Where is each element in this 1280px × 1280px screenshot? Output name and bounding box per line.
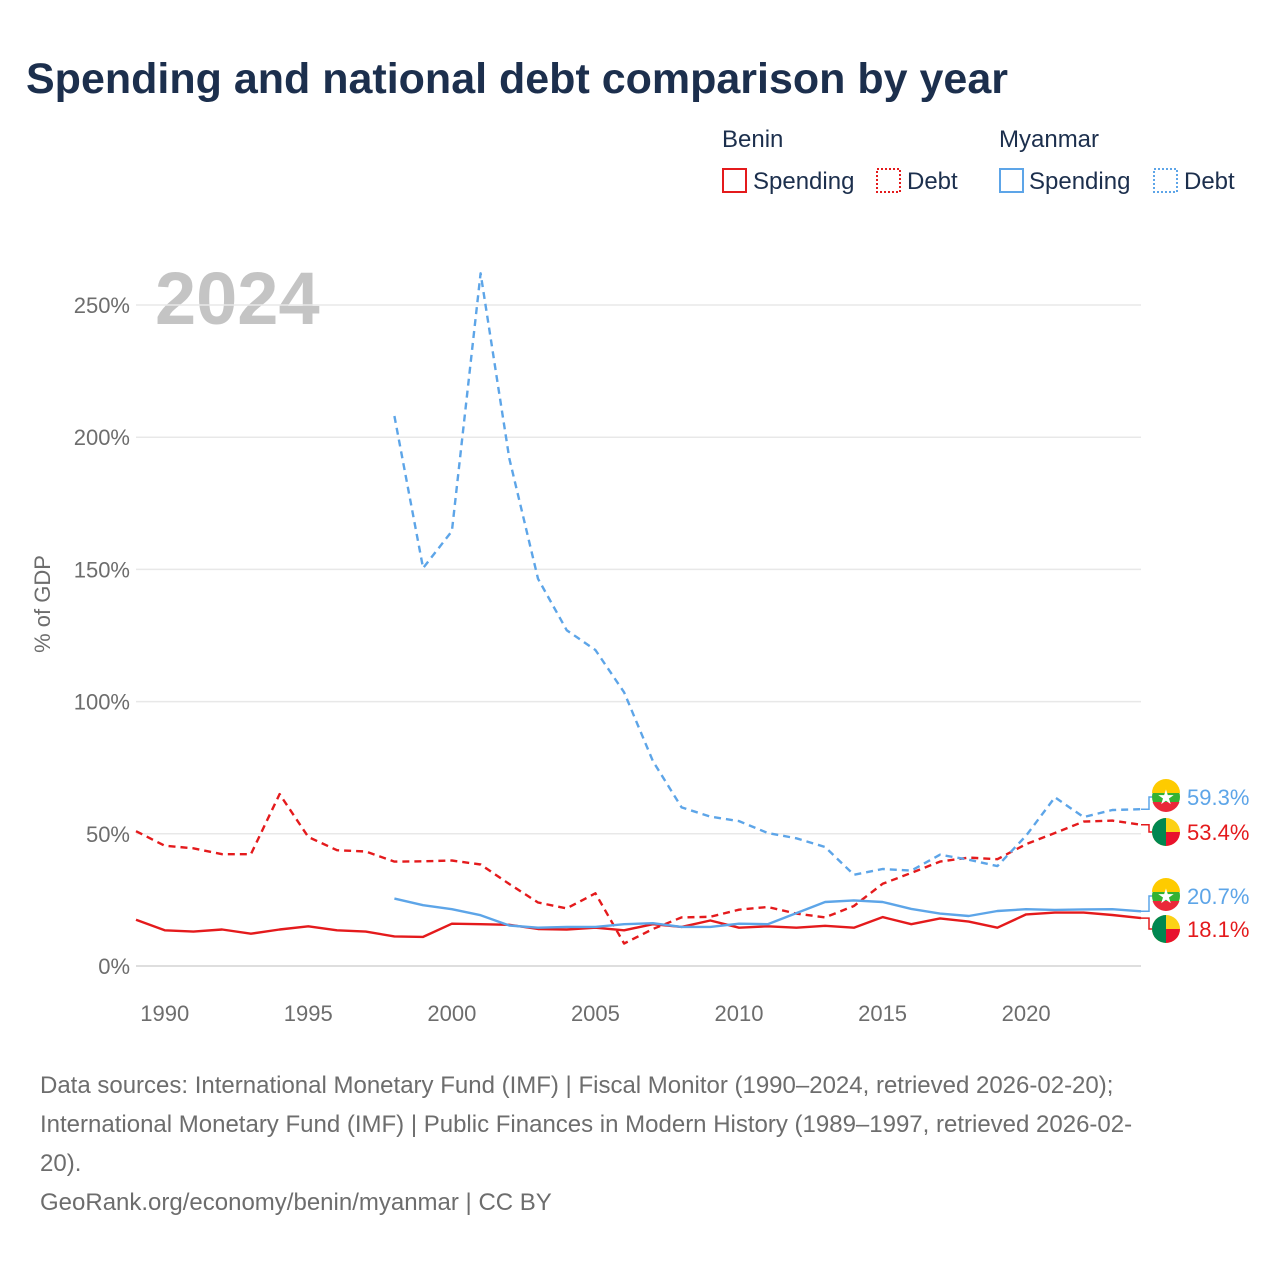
year-watermark: 2024 (155, 257, 320, 340)
grid (136, 304, 1141, 967)
legend-label-myanmar-debt[interactable]: Debt (1184, 168, 1235, 195)
myanmar-flag-icon: ★ (1152, 779, 1180, 812)
source-line-2: International Monetary Fund (IMF) | Publ… (40, 1111, 1132, 1138)
x-tick-label: 1995 (284, 1001, 333, 1026)
end-labels: 18.1% 53.4% ★ 20.7% ★ 59.3% (1141, 779, 1249, 943)
legend-country-myanmar: Myanmar (999, 126, 1099, 153)
x-tick-label: 2010 (715, 1001, 764, 1026)
y-axis-label: % of GDP (30, 555, 55, 653)
legend-country-benin: Benin (722, 126, 783, 153)
y-tick-label: 200% (74, 425, 130, 450)
chart-title: Spending and national debt comparison by… (26, 55, 1008, 103)
legend-swatch-myanmar-debt (1153, 168, 1178, 193)
legend-swatch-benin-spending (722, 168, 747, 193)
legend-swatch-benin-debt (876, 168, 901, 193)
series (135, 272, 1142, 945)
end-label-connector (1141, 895, 1152, 913)
benin-flag-icon (1152, 818, 1180, 846)
end-value-label: 20.7% (1187, 884, 1249, 909)
source-credit[interactable]: GeoRank.org/economy/benin/myanmar | CC B… (40, 1189, 552, 1216)
y-tick-label: 100% (74, 690, 130, 715)
legend-label-benin-spending[interactable]: Spending (753, 168, 854, 195)
source-line-3: 20). (40, 1150, 81, 1177)
end-label-connector (1141, 824, 1152, 833)
legend-label-benin-debt[interactable]: Debt (907, 168, 958, 195)
y-tick-label: 150% (74, 557, 130, 582)
y-tick-label: 0% (98, 954, 130, 979)
series-line-benin-debt[interactable] (135, 792, 1142, 945)
end-label-connector (1141, 796, 1152, 810)
y-tick-label: 250% (74, 293, 130, 318)
series-line-myanmar-debt[interactable] (393, 272, 1142, 876)
legend-label-myanmar-spending[interactable]: Spending (1029, 168, 1130, 195)
x-ticks: 1990 1995 2000 2005 2010 2015 2020 (140, 1001, 1050, 1026)
x-tick-label: 1990 (140, 1001, 189, 1026)
legend: Benin Spending Debt Myanmar Spending Deb… (722, 126, 1235, 195)
x-tick-label: 2005 (571, 1001, 620, 1026)
series-line-benin-spending[interactable] (135, 911, 1142, 939)
end-value-label: 53.4% (1187, 820, 1249, 845)
source-line-1: Data sources: International Monetary Fun… (40, 1072, 1113, 1099)
myanmar-flag-icon: ★ (1152, 878, 1180, 911)
legend-swatch-myanmar-spending (999, 168, 1024, 193)
x-tick-label: 2020 (1002, 1001, 1051, 1026)
end-value-label: 59.3% (1187, 785, 1249, 810)
x-tick-label: 2000 (427, 1001, 476, 1026)
end-value-label: 18.1% (1187, 917, 1249, 942)
svg-text:★: ★ (1157, 886, 1175, 908)
end-label-connector (1141, 917, 1152, 930)
y-ticks: 0% 50% 100% 150% 200% 250% (74, 293, 130, 979)
sources: Data sources: International Monetary Fun… (40, 1072, 1132, 1216)
x-tick-label: 2015 (858, 1001, 907, 1026)
benin-flag-icon (1152, 915, 1180, 943)
svg-text:★: ★ (1157, 787, 1175, 809)
y-tick-label: 50% (86, 822, 130, 847)
series-line-myanmar-spending[interactable] (394, 897, 1142, 929)
